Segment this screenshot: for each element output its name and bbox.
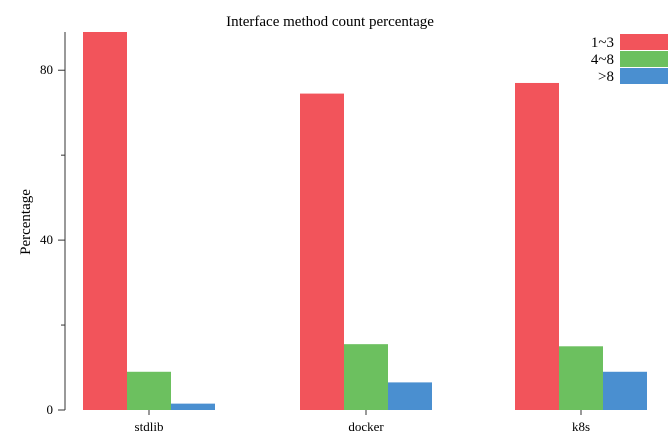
x-tick-label: docker xyxy=(348,419,384,434)
x-tick-label: k8s xyxy=(572,419,590,434)
legend-swatch xyxy=(620,68,668,84)
bar-docker-4~8 xyxy=(344,344,388,410)
bar-k8s-4~8 xyxy=(559,346,603,410)
y-axis-label: Percentage xyxy=(18,189,34,255)
chart-title: Interface method count percentage xyxy=(226,14,434,30)
bar-stdlib->8 xyxy=(171,403,215,410)
bar-k8s->8 xyxy=(603,371,647,410)
legend-label: >8 xyxy=(598,69,614,85)
axes: 0 40 80 xyxy=(40,32,66,417)
x-tick-labels: stdlib docker k8s xyxy=(135,410,590,434)
bars xyxy=(83,32,647,411)
y-tick-label: 40 xyxy=(40,232,53,247)
bar-docker-1~3 xyxy=(300,93,344,411)
legend-label: 1~3 xyxy=(591,35,614,51)
bar-k8s-1~3 xyxy=(515,82,559,410)
y-tick-label: 0 xyxy=(47,402,54,417)
legend: 1~34~8>8 xyxy=(591,34,668,85)
bar-stdlib-4~8 xyxy=(127,371,171,410)
legend-swatch xyxy=(620,51,668,67)
bar-docker->8 xyxy=(388,382,432,410)
legend-label: 4~8 xyxy=(591,52,614,68)
y-tick-label: 80 xyxy=(40,62,53,77)
legend-swatch xyxy=(620,34,668,50)
bar-stdlib-1~3 xyxy=(83,32,127,410)
x-tick-label: stdlib xyxy=(135,419,164,434)
